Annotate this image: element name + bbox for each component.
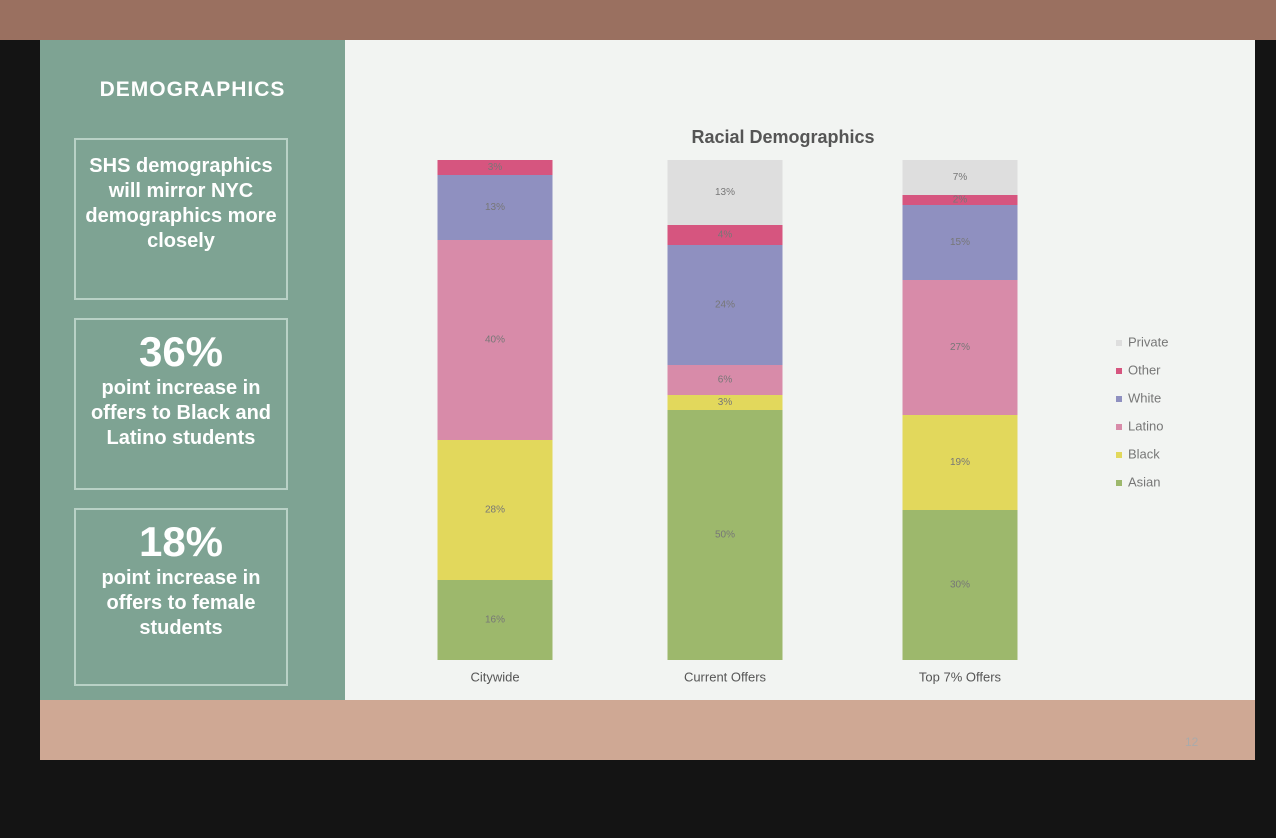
chart-title: Racial Demographics: [691, 127, 874, 147]
bar-segment: [667, 245, 783, 365]
x-tick-label: Top 7% Offers: [919, 669, 1002, 684]
x-tick-label: Citywide: [470, 669, 519, 684]
note-box: SHS demographics will mirror NYC demogra…: [74, 138, 288, 300]
note-text: point increase in offers to female stude…: [101, 567, 261, 639]
bar-segment: [667, 410, 783, 660]
slide-footer: [40, 700, 1255, 760]
note-text: SHS demographics will mirror NYC demogra…: [85, 155, 277, 252]
data-label: 50%: [715, 530, 735, 541]
legend-swatch: [1116, 452, 1122, 458]
data-label: 3%: [718, 397, 733, 408]
bar-segment: [437, 240, 553, 440]
legend-label: Private: [1128, 334, 1168, 349]
data-label: 2%: [953, 195, 968, 206]
bar-segment: [667, 365, 783, 395]
note-figure: 18%: [138, 518, 224, 565]
legend-swatch: [1116, 396, 1122, 402]
data-label: 30%: [950, 580, 970, 591]
note-box: 36% point increase in offers to Black an…: [74, 318, 288, 490]
data-label: 7%: [953, 172, 968, 183]
bar-segment: [902, 415, 1018, 510]
wall: [0, 0, 1276, 40]
x-tick-label: Current Offers: [684, 669, 767, 684]
note-box: 18% point increase in offers to female s…: [74, 508, 288, 686]
bar-segment: [902, 510, 1018, 660]
data-label: 24%: [715, 300, 735, 311]
data-label: 13%: [715, 187, 735, 198]
data-label: 27%: [950, 342, 970, 353]
legend-swatch: [1116, 480, 1122, 486]
bar-segment: [667, 395, 783, 410]
data-label: 40%: [485, 335, 505, 346]
data-label: 3%: [488, 162, 503, 173]
legend-swatch: [1116, 424, 1122, 430]
data-label: 19%: [950, 457, 970, 468]
bar-segment: [437, 160, 553, 175]
data-label: 13%: [485, 202, 505, 213]
bar-segment: [667, 225, 783, 245]
sidebar-title: DEMOGRAPHICS: [99, 78, 286, 101]
sidebar: DEMOGRAPHICS SHS demographics will mirro…: [40, 40, 345, 700]
bar-segment: [437, 175, 553, 240]
note-text: point increase in offers to Black and La…: [90, 377, 272, 449]
data-label: 4%: [718, 230, 733, 241]
legend-swatch: [1116, 340, 1122, 346]
bar-segment: [667, 160, 783, 225]
bar-segment: [902, 205, 1018, 280]
legend-label: White: [1128, 390, 1161, 405]
bar-segment: [902, 160, 1018, 195]
note-figure: 36%: [138, 328, 224, 375]
bar-segment: [902, 280, 1018, 415]
legend-swatch: [1116, 368, 1122, 374]
page-number: 12: [1185, 735, 1199, 749]
bar-segment: [437, 580, 553, 660]
legend-label: Other: [1128, 362, 1161, 377]
legend-label: Latino: [1128, 418, 1163, 433]
bar-segment: [437, 440, 553, 580]
bar-segment: [902, 195, 1018, 205]
data-label: 28%: [485, 505, 505, 516]
data-label: 6%: [718, 375, 733, 386]
data-label: 15%: [950, 237, 970, 248]
legend-label: Asian: [1128, 474, 1161, 489]
legend-label: Black: [1128, 446, 1160, 461]
data-label: 16%: [485, 615, 505, 626]
